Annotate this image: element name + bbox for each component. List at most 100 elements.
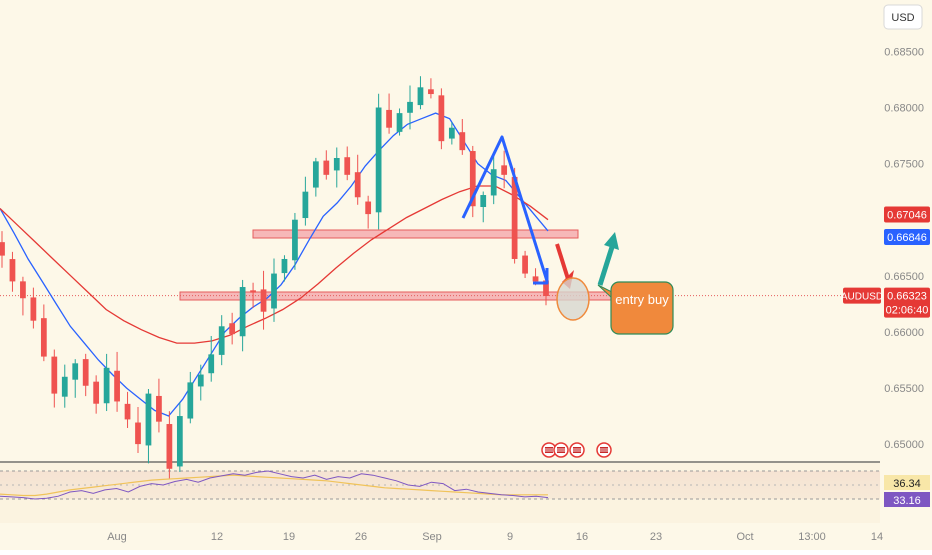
red-ma-badge [884, 206, 930, 223]
rsi-signal-value: 36.34 [893, 478, 921, 490]
last-price-badge [884, 287, 930, 318]
candle [438, 95, 445, 142]
candle [333, 158, 340, 171]
x-tick-label: 16 [576, 531, 588, 543]
candle [417, 87, 424, 106]
candle [480, 195, 487, 208]
candle [469, 151, 476, 207]
up-arrow-head [604, 232, 619, 250]
candle [396, 113, 403, 132]
entry-callout-label: entry buy [615, 292, 669, 307]
candle [176, 416, 183, 467]
bar-countdown: 02:06:40 [886, 305, 929, 317]
y-tick-label: 0.68500 [884, 46, 924, 58]
event-flag-fill [545, 447, 553, 453]
entry-callout[interactable] [610, 281, 674, 335]
candle [375, 107, 382, 213]
x-tick-label: 9 [507, 531, 513, 543]
candle [448, 127, 455, 139]
candle [250, 290, 256, 293]
y-tick-label: 0.65500 [884, 383, 924, 395]
candle [511, 176, 518, 259]
candle [9, 259, 16, 282]
red-ma-price: 0.67046 [887, 210, 927, 222]
last-price-value: 0.66323 [887, 291, 927, 303]
up-arrow-shaft[interactable] [597, 246, 615, 286]
rsi-value: 33.16 [893, 495, 921, 507]
rsi-label-bg [884, 475, 930, 490]
candle [532, 276, 539, 282]
candle [344, 157, 351, 175]
candle [386, 109, 392, 128]
candle [218, 326, 225, 355]
symbol-label: AUDUSD [841, 292, 883, 303]
price-axis-pane [880, 0, 932, 550]
rsi-label-bg [884, 492, 930, 507]
x-tick-label: 14 [871, 531, 883, 543]
candle [271, 273, 277, 309]
event-flag-fill [573, 447, 581, 453]
candle [166, 424, 173, 469]
x-tick-label: Sep [422, 531, 442, 543]
candle [260, 289, 267, 312]
candle [93, 381, 100, 404]
candle [522, 255, 528, 274]
pattern-zigzag[interactable] [461, 135, 549, 282]
x-tick-label: 19 [283, 531, 295, 543]
candle [229, 323, 236, 335]
y-tick-label: 0.66000 [884, 327, 924, 339]
pattern-arrow-head [533, 268, 549, 285]
candle [543, 280, 549, 296]
y-tick-label: 0.65000 [884, 439, 924, 451]
blue-ma-badge [884, 228, 930, 245]
candle [490, 169, 497, 196]
candle [197, 374, 204, 387]
candle [20, 281, 26, 299]
x-tick-label: 23 [650, 531, 662, 543]
candle [51, 356, 58, 394]
y-tick-label: 0.66500 [884, 271, 924, 283]
currency-button-bg [883, 4, 923, 30]
event-flag-icon[interactable] [569, 442, 585, 458]
blue-ma-price: 0.66846 [887, 232, 927, 244]
symbol-badge[interactable] [843, 287, 881, 304]
x-tick-label: 12 [211, 531, 223, 543]
event-flag-icon[interactable] [553, 442, 569, 458]
event-flag-fill [600, 447, 608, 453]
candle [61, 376, 68, 397]
candle [103, 367, 110, 404]
x-tick-label: Aug [107, 531, 127, 543]
down-arrow-shaft[interactable] [555, 243, 570, 280]
candle [292, 219, 298, 261]
event-flag-icon[interactable] [596, 442, 612, 458]
candle [365, 201, 372, 215]
candle [30, 297, 37, 321]
target-circle[interactable] [556, 277, 590, 321]
candle [239, 287, 246, 337]
candle [428, 89, 434, 95]
event-flag-fill [557, 447, 565, 453]
candle [312, 161, 319, 188]
rsi-signal-line [0, 474, 548, 497]
resistance-zone[interactable] [252, 229, 579, 239]
candle [459, 132, 466, 151]
currency-button[interactable]: USD [883, 4, 923, 30]
candle [501, 165, 508, 175]
candle [72, 363, 79, 380]
candle [302, 191, 309, 219]
candle [114, 370, 120, 402]
y-tick-label: 0.68000 [884, 103, 924, 115]
rsi-line [0, 470, 549, 500]
x-tick-label: 13:00 [798, 531, 826, 543]
candle [208, 354, 215, 374]
candle [135, 422, 141, 445]
candle [82, 359, 89, 386]
candle [145, 393, 152, 446]
currency-button-label: USD [891, 12, 914, 24]
x-tick-label: 26 [355, 531, 367, 543]
candle [407, 101, 413, 113]
candle [0, 242, 5, 256]
x-tick-label: Oct [736, 531, 753, 543]
